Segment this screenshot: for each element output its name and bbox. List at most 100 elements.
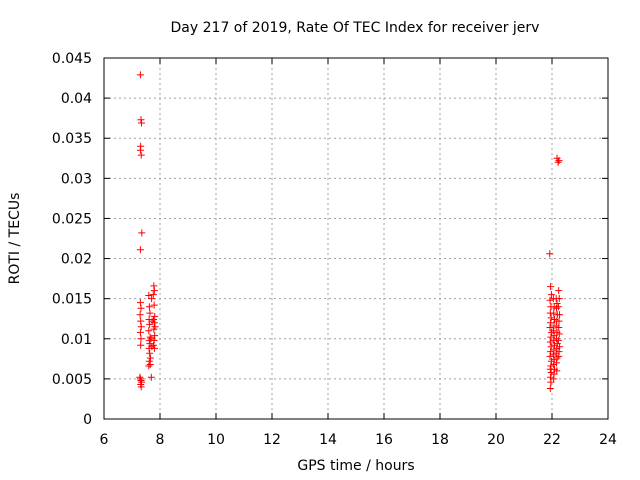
data-point <box>136 146 144 154</box>
x-tick-labels: 6 8 10 12 14 16 18 20 22 24 <box>100 432 617 448</box>
data-point <box>555 295 563 303</box>
data-point <box>555 157 563 165</box>
data-point <box>549 327 557 335</box>
data-point <box>555 352 563 360</box>
data-point <box>547 314 555 322</box>
data-point <box>150 325 158 333</box>
data-point <box>137 116 145 124</box>
data-point <box>150 319 158 327</box>
data-point <box>136 373 144 381</box>
data-point <box>151 312 159 320</box>
data-point <box>150 282 158 290</box>
data-point <box>555 287 563 295</box>
x-tick-label: 14 <box>319 432 337 448</box>
data-point <box>554 158 562 166</box>
x-tick-label: 12 <box>263 432 281 448</box>
x-tick-label: 20 <box>487 432 505 448</box>
y-tick-label: 0.005 <box>52 372 92 388</box>
data-point <box>136 71 144 79</box>
data-point <box>145 357 153 365</box>
data-point <box>555 324 563 332</box>
data-point <box>554 303 562 311</box>
y-tick-label: 0.03 <box>61 171 92 187</box>
y-tick-label: 0 <box>83 412 92 428</box>
data-point <box>145 327 153 335</box>
x-tick-label: 6 <box>100 432 109 448</box>
data-point <box>547 319 555 327</box>
y-tick-label: 0.025 <box>52 211 92 227</box>
chart-title: Day 217 of 2019, Rate Of TEC Index for r… <box>171 20 540 36</box>
data-point <box>149 291 157 299</box>
x-axis-label: GPS time / hours <box>297 458 414 474</box>
data-point <box>546 250 554 258</box>
x-tick-label: 24 <box>599 432 617 448</box>
plot-frame <box>103 57 609 420</box>
data-point <box>137 151 145 159</box>
data-point <box>547 283 555 291</box>
x-tick-label: 8 <box>156 432 165 448</box>
x-tick-label: 22 <box>543 432 561 448</box>
data-point <box>148 295 156 303</box>
x-tick-label: 16 <box>375 432 393 448</box>
y-tick-label: 0.035 <box>52 131 92 147</box>
data-point <box>553 367 561 375</box>
data-point <box>546 324 554 332</box>
data-point <box>555 330 563 338</box>
y-tick-label: 0.02 <box>61 252 92 268</box>
data-point <box>146 333 154 341</box>
data-point <box>136 299 144 307</box>
data-point <box>150 344 158 352</box>
data-point <box>146 309 154 317</box>
data-point <box>150 336 158 344</box>
grid-lines <box>104 58 608 419</box>
data-point <box>137 383 145 391</box>
data-point <box>137 341 145 349</box>
y-tick-label: 0.01 <box>61 332 92 348</box>
data-point <box>150 341 158 349</box>
data-point <box>146 354 154 362</box>
data-point <box>137 323 145 331</box>
data-point <box>552 359 560 367</box>
y-tick-label: 0.015 <box>52 292 92 308</box>
data-point <box>554 336 562 344</box>
data-point <box>136 311 144 319</box>
data-point <box>556 311 564 319</box>
y-tick-label: 0.045 <box>52 51 92 67</box>
data-point <box>546 296 554 304</box>
data-point <box>137 304 145 312</box>
data-points <box>136 71 564 393</box>
data-point <box>150 287 158 295</box>
data-point <box>136 246 144 254</box>
y-tick-label: 0.04 <box>61 91 92 107</box>
data-point <box>147 335 155 343</box>
data-point <box>146 349 154 357</box>
data-point <box>146 360 154 368</box>
data-point <box>150 301 158 309</box>
data-point <box>556 343 564 351</box>
y-tick-labels: 0 0.005 0.01 0.015 0.02 0.025 0.03 0.035 0.04 0.0… <box>52 51 92 428</box>
data-point <box>138 229 146 237</box>
data-point <box>546 338 554 346</box>
data-point <box>555 317 563 325</box>
data-point <box>547 291 555 299</box>
data-point <box>553 299 561 307</box>
data-point <box>137 317 145 325</box>
data-point <box>150 316 158 324</box>
x-tick-label: 18 <box>431 432 449 448</box>
data-point <box>145 303 153 311</box>
data-point <box>151 332 159 340</box>
data-point <box>138 119 146 127</box>
data-point <box>553 354 561 362</box>
y-axis-label: ROTI / TECUs <box>7 193 23 285</box>
data-point <box>550 309 558 317</box>
x-tick-label: 10 <box>207 432 225 448</box>
data-point <box>546 385 554 393</box>
data-point <box>546 352 554 360</box>
axis-ticks <box>103 57 609 420</box>
data-point <box>136 328 144 336</box>
data-point <box>137 335 145 343</box>
data-point <box>550 375 558 383</box>
data-point <box>145 362 153 370</box>
